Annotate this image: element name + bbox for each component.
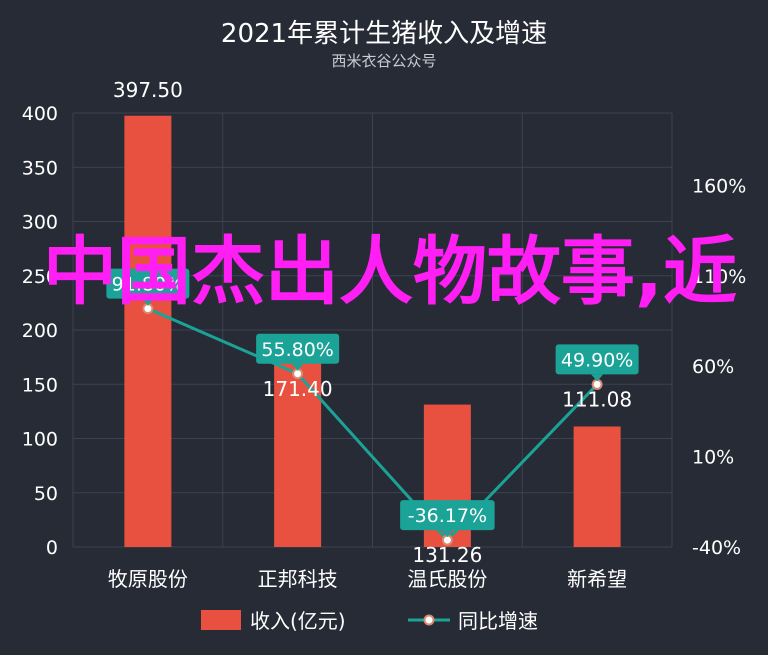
- growth-label-box: [256, 333, 340, 364]
- growth-label-pointer: [441, 530, 454, 538]
- chart-subtitle: 西米衣谷公众号: [331, 52, 436, 70]
- left-axis-tick-label: 150: [22, 374, 58, 396]
- bar: [124, 115, 172, 548]
- left-axis-tick-label: 400: [22, 103, 58, 125]
- category-label: 新希望: [567, 567, 627, 591]
- right-axis-tick-label: -40%: [692, 537, 741, 559]
- growth-line: [147, 307, 599, 543]
- growth-label-pointer: [591, 374, 604, 382]
- bar: [573, 426, 621, 547]
- category-label: 温氏股份: [407, 567, 487, 591]
- growth-value-label: -36.17%: [408, 505, 487, 527]
- bar-value-label: 171.40: [263, 377, 333, 401]
- legend-swatch-point: [423, 614, 435, 626]
- growth-label-pointer: [291, 363, 304, 371]
- legend-label-bar: 收入(亿元): [250, 609, 346, 633]
- bar-value-label: 397.50: [113, 78, 183, 102]
- growth-label-box: [106, 268, 190, 299]
- left-axis-tick-label: 50: [34, 483, 58, 505]
- right-axis-tick-label: 60%: [692, 356, 734, 378]
- right-axis-tick-label: 10%: [692, 447, 734, 469]
- growth-value-label: 55.80%: [261, 339, 333, 361]
- category-label: 牧原股份: [108, 567, 188, 591]
- right-axis-tick-label: 110%: [692, 266, 746, 288]
- left-axis-tick-label: 100: [22, 429, 58, 451]
- left-axis-tick-label: 0: [46, 537, 58, 559]
- left-axis-tick-label: 300: [22, 212, 58, 234]
- right-axis-tick-label: 160%: [692, 175, 746, 197]
- legend-swatch-bar: [201, 610, 241, 630]
- growth-label-pointer: [141, 298, 154, 306]
- left-axis-tick-label: 200: [22, 320, 58, 342]
- left-axis-tick-label: 350: [22, 157, 58, 179]
- bar-value-label: 131.26: [412, 543, 482, 567]
- category-label: 正邦科技: [258, 567, 338, 591]
- left-axis-tick-label: 250: [22, 266, 58, 288]
- legend-label-line: 同比增速: [458, 609, 538, 633]
- bar-value-label: 111.08: [562, 387, 632, 411]
- growth-label-box: [400, 500, 495, 531]
- chart-title: 2021年累计生猪收入及增速: [221, 19, 547, 49]
- growth-label-box: [555, 344, 639, 375]
- growth-value-label: 49.90%: [561, 349, 633, 371]
- growth-value-label: 91.80%: [112, 274, 184, 296]
